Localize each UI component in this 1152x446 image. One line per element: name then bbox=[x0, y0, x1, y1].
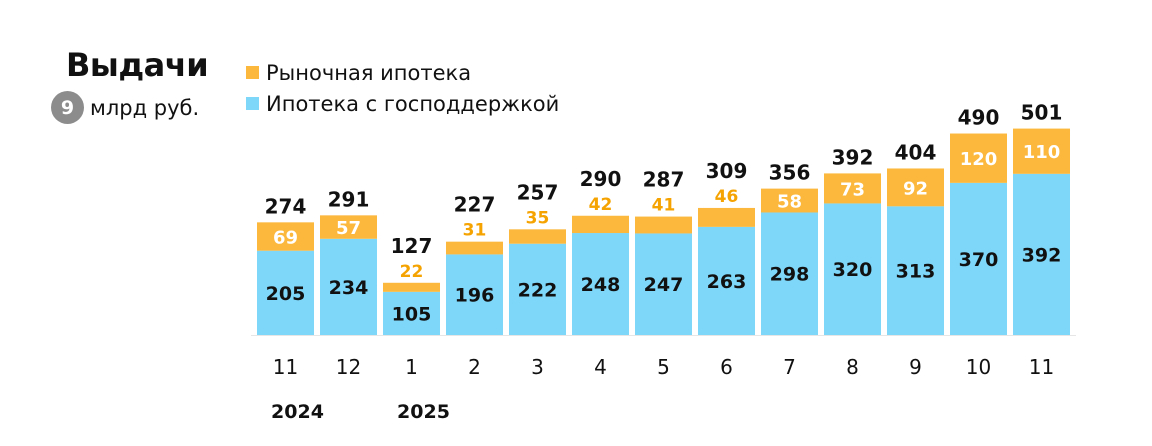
label-market-6: 41 bbox=[652, 196, 676, 216]
label-total-9: 392 bbox=[832, 145, 874, 169]
label-total-8: 356 bbox=[769, 161, 811, 185]
label-total-10: 404 bbox=[895, 140, 937, 164]
x-tick-label-2: 1 bbox=[405, 355, 418, 379]
label-state-9: 320 bbox=[833, 259, 873, 281]
bar-state-9 bbox=[824, 203, 881, 335]
label-total-11: 490 bbox=[958, 106, 1000, 130]
label-market-2: 22 bbox=[400, 262, 424, 282]
bar-state-6 bbox=[635, 233, 692, 335]
bar-state-3 bbox=[446, 254, 503, 335]
label-total-1: 291 bbox=[328, 187, 370, 211]
legend: Рыночная ипотека Ипотека с господдержкой bbox=[246, 57, 559, 119]
x-tick-label-6: 5 bbox=[657, 355, 670, 379]
legend-label-state: Ипотека с господдержкой bbox=[266, 91, 560, 116]
unit-label: млрд руб. bbox=[90, 95, 200, 120]
bar-market-1 bbox=[320, 215, 377, 239]
x-tick-label-1: 12 bbox=[336, 355, 361, 379]
x-tick-label-4: 3 bbox=[531, 355, 544, 379]
bar-state-10 bbox=[887, 206, 944, 335]
label-total-6: 287 bbox=[643, 168, 685, 192]
x-tick-label-12: 11 bbox=[1029, 355, 1054, 379]
label-total-2: 127 bbox=[391, 234, 433, 258]
bar-market-10 bbox=[887, 168, 944, 207]
label-market-10: 92 bbox=[903, 178, 928, 199]
year-label-0: 2024 bbox=[271, 401, 324, 423]
label-market-8: 58 bbox=[777, 192, 802, 213]
x-tick-label-7: 6 bbox=[720, 355, 733, 379]
x-tick-label-10: 9 bbox=[909, 355, 922, 379]
bar-state-5 bbox=[572, 233, 629, 335]
legend-swatch-market bbox=[246, 66, 259, 79]
legend-label-market: Рыночная ипотека bbox=[266, 60, 472, 85]
bar-state-2 bbox=[383, 291, 440, 335]
bar-market-2 bbox=[383, 282, 440, 292]
x-tick-label-11: 10 bbox=[966, 355, 991, 379]
label-total-3: 227 bbox=[454, 193, 496, 217]
label-state-5: 248 bbox=[581, 274, 621, 296]
label-market-0: 69 bbox=[273, 228, 298, 249]
label-state-12: 392 bbox=[1022, 244, 1062, 266]
label-state-7: 263 bbox=[707, 271, 747, 293]
label-market-3: 31 bbox=[463, 221, 487, 241]
label-total-0: 274 bbox=[265, 194, 307, 218]
label-state-4: 222 bbox=[518, 279, 558, 301]
bar-market-6 bbox=[635, 216, 692, 234]
label-market-11: 120 bbox=[960, 149, 998, 170]
label-state-1: 234 bbox=[329, 277, 369, 299]
bar-state-4 bbox=[509, 243, 566, 335]
bar-market-7 bbox=[698, 207, 755, 227]
bar-market-3 bbox=[446, 241, 503, 255]
label-state-11: 370 bbox=[959, 249, 999, 271]
bar-market-8 bbox=[761, 188, 818, 213]
unit-row: 9 млрд руб. bbox=[51, 91, 199, 124]
label-market-9: 73 bbox=[840, 179, 865, 200]
label-total-4: 257 bbox=[517, 180, 559, 204]
label-state-10: 313 bbox=[896, 261, 936, 283]
x-tick-label-9: 8 bbox=[846, 355, 859, 379]
bar-market-12 bbox=[1013, 128, 1070, 174]
label-state-2: 105 bbox=[392, 303, 432, 325]
bar-market-9 bbox=[824, 173, 881, 204]
label-total-5: 290 bbox=[580, 167, 622, 191]
bar-market-4 bbox=[509, 229, 566, 244]
x-tick-label-5: 4 bbox=[594, 355, 607, 379]
legend-item-state: Ипотека с господдержкой bbox=[246, 88, 559, 119]
bar-state-0 bbox=[257, 250, 314, 335]
label-state-8: 298 bbox=[770, 264, 810, 286]
unit-badge: 9 bbox=[51, 91, 84, 124]
bar-market-0 bbox=[257, 222, 314, 251]
year-label-1: 2025 bbox=[397, 401, 450, 423]
bar-state-8 bbox=[761, 212, 818, 335]
bar-state-11 bbox=[950, 182, 1007, 335]
label-market-4: 35 bbox=[526, 208, 550, 228]
x-tick-label-8: 7 bbox=[783, 355, 796, 379]
legend-swatch-state bbox=[246, 97, 259, 110]
chart-title: Выдачи bbox=[66, 46, 209, 84]
bar-state-7 bbox=[698, 226, 755, 335]
label-market-12: 110 bbox=[1023, 142, 1061, 163]
label-market-1: 57 bbox=[336, 218, 361, 239]
label-total-7: 309 bbox=[706, 159, 748, 183]
x-tick-label-0: 11 bbox=[273, 355, 298, 379]
label-state-6: 247 bbox=[644, 274, 684, 296]
label-total-12: 501 bbox=[1021, 101, 1063, 125]
label-state-0: 205 bbox=[266, 283, 306, 305]
label-market-5: 42 bbox=[589, 195, 613, 215]
bar-state-1 bbox=[320, 238, 377, 335]
bar-market-5 bbox=[572, 215, 629, 234]
x-tick-label-3: 2 bbox=[468, 355, 481, 379]
bar-market-11 bbox=[950, 133, 1007, 183]
label-market-7: 46 bbox=[715, 187, 739, 207]
bar-state-12 bbox=[1013, 173, 1070, 335]
label-state-3: 196 bbox=[455, 285, 495, 307]
legend-item-market: Рыночная ипотека bbox=[246, 57, 559, 88]
